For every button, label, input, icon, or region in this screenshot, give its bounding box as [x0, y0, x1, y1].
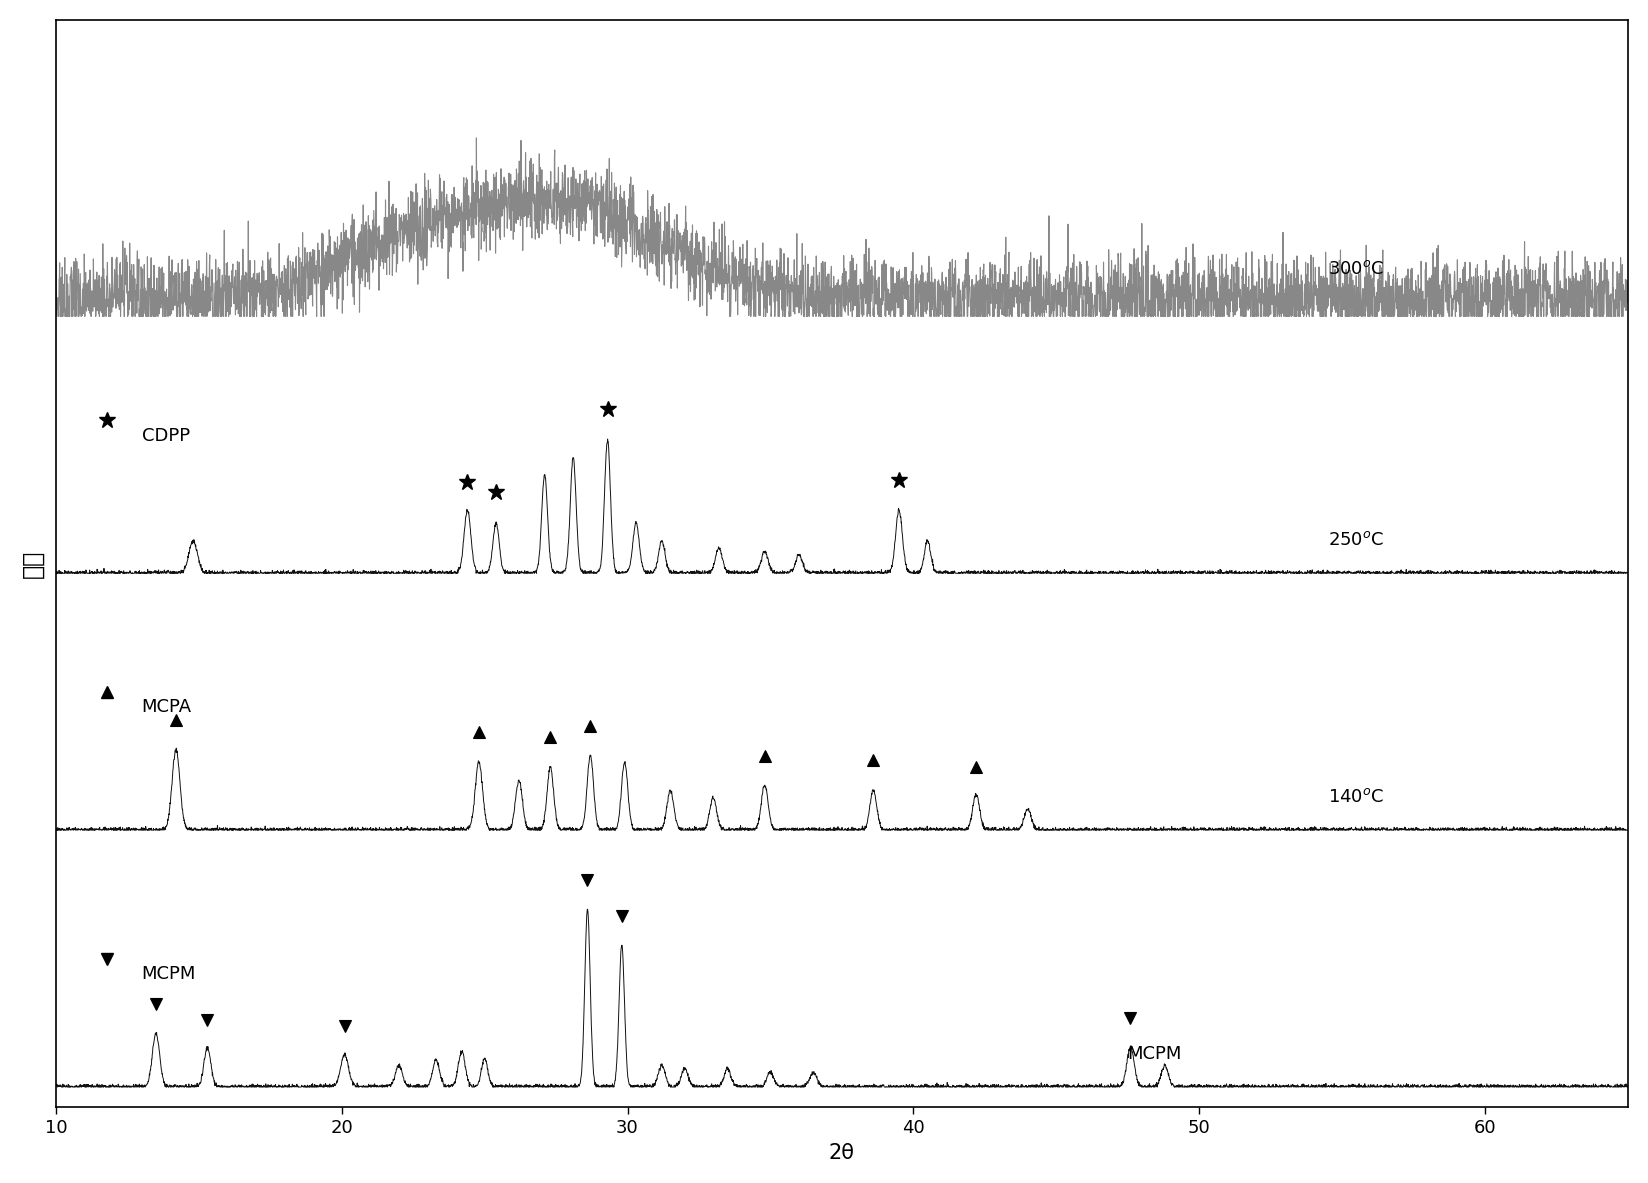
Text: MCPM: MCPM	[142, 964, 196, 983]
X-axis label: 2θ: 2θ	[829, 1143, 855, 1162]
Text: 250$^o$C: 250$^o$C	[1327, 531, 1383, 549]
Text: MCPA: MCPA	[142, 698, 191, 716]
Text: 300$^o$C: 300$^o$C	[1327, 259, 1383, 278]
Text: CDPP: CDPP	[142, 427, 190, 445]
Y-axis label: 强度: 强度	[21, 550, 44, 578]
Text: MCPM: MCPM	[1127, 1045, 1182, 1062]
Text: 140$^o$C: 140$^o$C	[1327, 788, 1383, 806]
